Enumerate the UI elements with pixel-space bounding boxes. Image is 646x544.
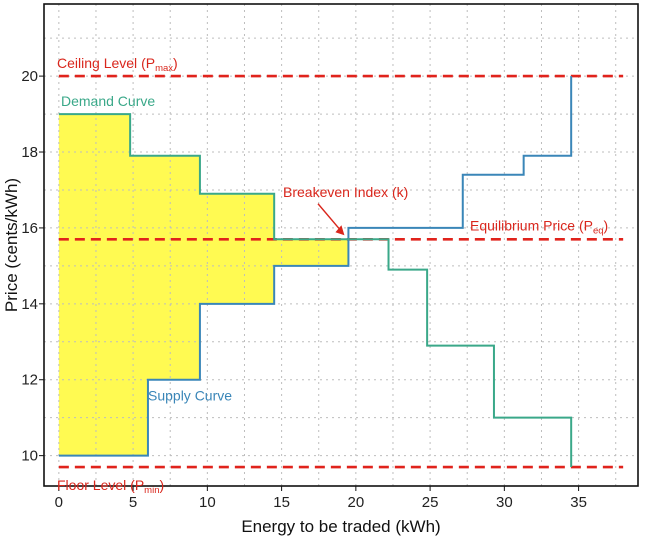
equilibrium-price-subscript: eq <box>593 225 604 236</box>
floor-level-name: Floor Level <box>57 477 126 493</box>
x-tick-label: 25 <box>422 494 439 511</box>
equilibrium-price-symbol: P <box>584 217 593 233</box>
ceiling-level-subscript: max <box>155 63 173 74</box>
x-tick-label: 0 <box>55 494 63 511</box>
equilibrium-price-label: Equilibrium Price (Peq) <box>470 217 608 236</box>
y-tick-label: 12 <box>21 372 38 389</box>
x-tick-label: 5 <box>129 494 137 511</box>
floor-level-symbol: P <box>135 477 144 493</box>
plot-frame <box>43 3 639 487</box>
floor-level-subscript: min <box>144 485 159 496</box>
ceiling-level-symbol: P <box>146 55 155 71</box>
x-tick-label: 15 <box>273 494 290 511</box>
x-tick-label: 30 <box>496 494 513 511</box>
x-tick-label: 10 <box>199 494 216 511</box>
y-tick-label: 20 <box>21 68 38 85</box>
demand-curve-label: Demand Curve <box>61 93 155 109</box>
breakeven-index-label: Breakeven Index (k) <box>283 184 408 200</box>
x-axis-title: Energy to be traded (kWh) <box>241 517 440 536</box>
ceiling-level-name: Ceiling Level <box>57 55 137 71</box>
demand-curve-line <box>58 113 573 468</box>
floor-level-label: Floor Level (Pmin) <box>57 477 164 496</box>
breakeven-arrow <box>317 203 342 232</box>
y-tick-label: 18 <box>21 144 38 161</box>
y-tick-label: 16 <box>21 220 38 237</box>
supply-curve-label: Supply Curve <box>148 388 232 404</box>
ceiling-level-label: Ceiling Level (Pmax) <box>57 55 178 74</box>
equilibrium-price-name: Equilibrium Price <box>470 217 575 233</box>
x-tick-label: 35 <box>570 494 587 511</box>
x-tick-label: 20 <box>348 494 365 511</box>
y-tick-label: 10 <box>21 448 38 465</box>
breakeven-arrow-head <box>335 225 345 236</box>
y-tick-label: 14 <box>21 296 38 313</box>
surplus-area <box>58 114 349 456</box>
supply-curve-line <box>58 76 573 457</box>
y-axis-title: Price (cents/kWh) <box>2 178 21 312</box>
